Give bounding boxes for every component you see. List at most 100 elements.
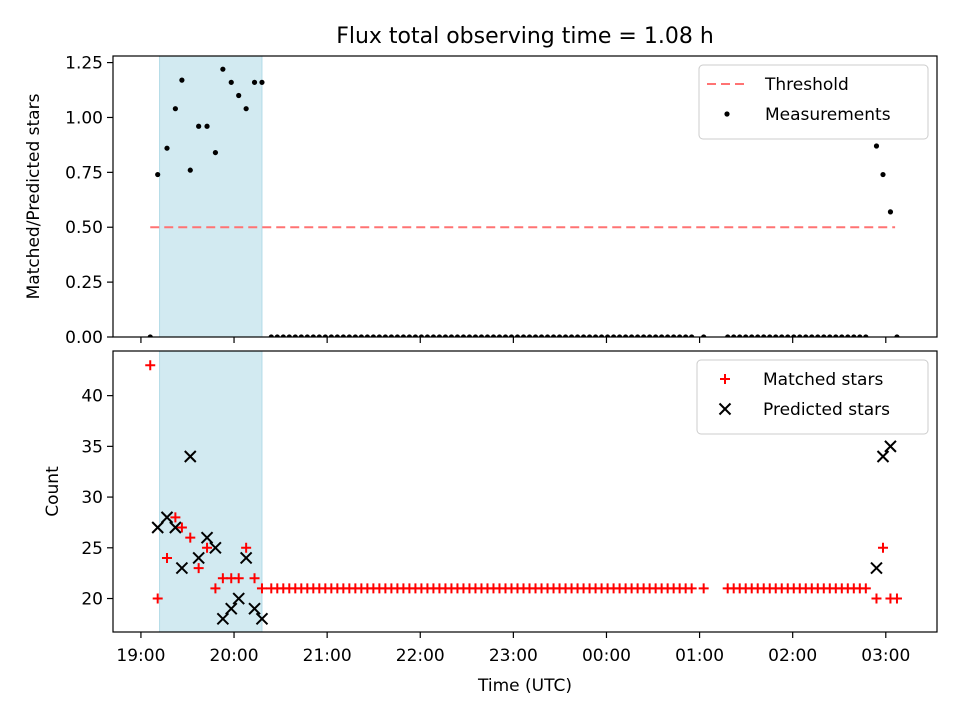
data-point xyxy=(773,334,779,337)
data-point xyxy=(280,334,286,337)
data-point xyxy=(352,334,358,337)
data-point xyxy=(164,145,170,151)
data-point xyxy=(737,334,743,337)
data-point xyxy=(212,149,219,156)
data-point xyxy=(574,334,581,337)
data-point xyxy=(701,334,707,337)
data-point xyxy=(442,334,449,337)
legend-marker xyxy=(718,402,732,416)
panel-counts: 20 25 30 35 40 19:00 20:00 21:00 22:00 23:00 00:00… xyxy=(43,350,938,666)
data-point xyxy=(876,450,890,463)
data-point xyxy=(821,334,827,337)
data-point xyxy=(382,334,388,337)
data-point xyxy=(394,334,400,337)
axes-frame xyxy=(112,55,938,338)
x-tick-label: 02:00 xyxy=(768,646,817,666)
data-point xyxy=(334,334,340,337)
data-point xyxy=(508,334,515,337)
data-point xyxy=(647,334,653,337)
data-point xyxy=(496,334,503,337)
data-point xyxy=(671,334,677,337)
y-tick-label: 40 xyxy=(81,387,103,407)
data-point xyxy=(233,573,244,584)
data-point xyxy=(472,334,479,337)
data-point xyxy=(873,143,880,149)
data-point xyxy=(562,334,569,337)
data-point xyxy=(388,334,394,337)
data-point xyxy=(286,334,292,337)
data-point xyxy=(322,334,328,337)
data-point xyxy=(610,334,617,337)
data-point xyxy=(248,602,261,615)
data-point xyxy=(162,552,173,563)
data-point xyxy=(436,334,443,337)
x-tick-label: 23:00 xyxy=(489,646,538,666)
panel-ratio: 0.00 0.25 0.50 0.75 1.00 1.25 Matched/Predicte… xyxy=(24,54,938,348)
data-point xyxy=(815,334,821,337)
data-point xyxy=(490,334,497,337)
data-point xyxy=(216,612,230,626)
data-point xyxy=(478,334,485,337)
data-point xyxy=(259,79,265,85)
data-point xyxy=(755,334,761,337)
data-point xyxy=(298,334,304,337)
chart-title: Flux total observing time = 1.08 h xyxy=(336,24,714,49)
legend: Threshold Measurements xyxy=(698,64,929,140)
data-point xyxy=(316,334,322,337)
data-point xyxy=(239,551,253,565)
legend-label: Matched stars xyxy=(763,370,883,390)
data-point xyxy=(209,541,222,555)
data-point xyxy=(170,512,181,523)
data-point xyxy=(761,334,767,337)
data-point xyxy=(340,334,346,337)
data-point xyxy=(731,334,737,337)
data-point xyxy=(236,92,242,99)
data-point xyxy=(243,106,249,112)
data-point xyxy=(364,334,370,337)
data-point xyxy=(653,334,659,337)
data-point xyxy=(249,573,260,584)
legend-label: Threshold xyxy=(764,75,849,95)
legend-label: Predicted stars xyxy=(763,400,890,420)
y-axis-label: Matched/Predicted stars xyxy=(24,93,44,299)
y-tick-label: 1.00 xyxy=(65,108,103,128)
data-point xyxy=(200,531,214,544)
data-point xyxy=(520,334,527,337)
data-point xyxy=(659,334,665,337)
data-point xyxy=(418,334,425,337)
legend-box xyxy=(698,64,929,140)
data-point xyxy=(568,334,575,337)
data-point xyxy=(502,334,509,337)
data-point xyxy=(241,542,252,553)
highlight-span xyxy=(159,55,263,338)
data-point xyxy=(145,360,156,371)
data-point xyxy=(220,66,226,72)
x-axis-label: Time (UTC) xyxy=(477,676,572,696)
data-point xyxy=(152,593,163,604)
data-point xyxy=(767,334,773,337)
data-point xyxy=(204,123,210,129)
data-point xyxy=(184,450,197,463)
data-point xyxy=(155,171,161,178)
data-point xyxy=(592,334,599,337)
x-tick-label: 03:00 xyxy=(861,646,910,666)
data-point xyxy=(797,334,803,337)
data-point xyxy=(880,171,886,178)
y-tick-label: 25 xyxy=(81,539,103,559)
data-point xyxy=(310,334,316,337)
data-point xyxy=(179,77,185,83)
x-tick-label: 22:00 xyxy=(396,646,445,666)
data-point xyxy=(304,334,310,337)
data-point xyxy=(514,334,521,337)
x-tick-label: 01:00 xyxy=(675,646,724,666)
data-point xyxy=(538,334,545,337)
data-point xyxy=(147,334,153,337)
data-point xyxy=(809,334,815,337)
data-point xyxy=(430,334,437,337)
data-point xyxy=(749,334,755,337)
data-point xyxy=(151,521,164,534)
data-point xyxy=(228,79,234,85)
data-point xyxy=(891,593,902,604)
data-point xyxy=(683,334,689,337)
data-point xyxy=(187,167,193,173)
